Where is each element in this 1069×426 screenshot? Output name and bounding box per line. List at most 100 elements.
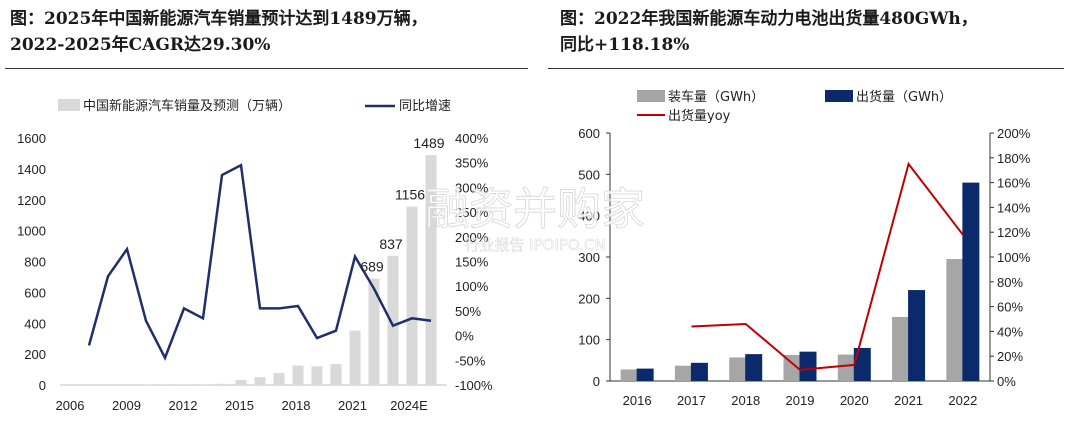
left-x-tick-label: 2018 [282,398,311,413]
left-chart: 0 200 400 600 800 1000 1200 1400 1600 -100% -50% 0%… [17,98,493,413]
left-y-tick-label: 400 [24,316,46,331]
right-x-tick-label: 2021 [894,393,923,408]
left-x-tick-label: 2006 [56,398,85,413]
left-y-tick-label: 0 [39,378,46,393]
left-bar [254,377,266,385]
right-chart-title: 图：2022年我国新能源车动力电池出货量480GWh， 同比+118.18% [560,6,978,58]
left-y2-tick-label: 50% [455,304,481,319]
left-y-tick-label: 800 [24,255,46,270]
watermark-main-text: 融资并购家 [425,184,645,235]
left-legend-bar-label: 中国新能源汽车销量及预测（万辆） [83,98,291,114]
right-bar-installed [837,354,855,381]
left-y2-tick-label: 150% [455,255,489,270]
right-bar-installed [892,316,910,381]
right-y2-tick-label: 40% [997,324,1023,339]
left-data-label: 1156 [395,187,425,203]
right-bar-installed [674,365,692,381]
right-y2-tick-label: 0% [997,374,1016,389]
left-bar [311,366,323,385]
right-y-tick-label: 200 [578,291,600,306]
right-legend-shipment-swatch [825,90,853,102]
right-y2-tick-label: 80% [997,275,1023,290]
left-title-line2: 2022-2025年CAGR达29.30% [10,35,271,55]
left-data-label: 689 [360,259,384,275]
right-y2-tick-label: 180% [997,151,1031,166]
left-title-rule [5,68,528,69]
left-x-tick-label: 2009 [112,398,141,413]
right-title-line1: 图：2022年我国新能源车动力电池出货量480GWh， [560,9,978,29]
left-y2-tick-label: 400% [455,131,489,146]
right-bar-installed [783,354,801,381]
left-bar [349,330,361,385]
left-x-tick-label: 2012 [169,398,198,413]
left-bar [216,383,228,385]
left-y2-tick-label: 100% [455,279,489,294]
left-x-tick-label: 2021 [338,398,367,413]
right-title-rule [548,68,1064,69]
left-bar [235,379,247,385]
left-bar [292,365,304,385]
right-bar-shipment [690,362,708,381]
right-bar-shipment [799,351,817,381]
right-x-tick-label: 2019 [786,393,815,408]
watermark-sub-text: 行业报告 IPOIPO.CN [464,236,605,254]
left-y2-tick-label: 200% [455,230,489,245]
left-bar [387,255,399,385]
left-y2-tick-label: 250% [455,205,489,220]
right-legend-yoy-label: 出货量yoy [668,108,731,124]
right-y2-tick-label: 120% [997,225,1031,240]
right-bar-shipment [636,368,654,381]
right-chart: 0 100 200 300 400 500 600 0% 20% 40% 60% 80% 100% 120… [578,89,1030,408]
right-y-tick-label: 500 [578,167,600,182]
right-y2-tick-label: 140% [997,200,1031,215]
right-bar-shipment [908,290,926,381]
right-bar-installed [729,357,747,381]
right-legend-shipment-label: 出货量（GWh） [856,89,952,105]
left-y2-tick-label: -100% [455,378,493,393]
right-y-tick-label: 100 [578,333,600,348]
left-data-label: 837 [379,236,403,252]
right-y-tick-label: 300 [578,250,600,265]
right-y-tick-label: 400 [578,209,600,224]
right-y2-tick-label: 20% [997,349,1023,364]
left-x-tick-label: 2024E [390,398,428,413]
left-y2-tick-label: 0% [455,329,474,344]
right-x-tick-label: 2018 [731,393,760,408]
right-bar-shipment [745,354,763,381]
left-bar [406,206,418,385]
right-yoy-line [691,161,964,371]
right-y2-tick-label: 60% [997,300,1023,315]
left-y-tick-label: 1200 [17,193,46,208]
left-y2-tick-label: -50% [455,353,486,368]
left-bar [330,363,342,385]
left-x-tick-label: 2015 [225,398,254,413]
right-bar-shipment [962,182,980,381]
left-growth-line [87,163,432,361]
right-y-tick-label: 0 [593,374,600,389]
left-bar [368,278,380,385]
right-x-tick-label: 2016 [623,393,652,408]
left-y-tick-label: 600 [24,285,46,300]
right-legend-installed-swatch [637,90,665,102]
left-y-tick-label: 1000 [17,224,46,239]
right-y2-tick-label: 160% [997,176,1031,191]
right-y2-tick-label: 100% [997,250,1031,265]
right-bar-installed [946,259,964,381]
left-data-label: 1489 [413,135,444,151]
right-bar-shipment [853,347,871,381]
right-x-tick-label: 2022 [948,393,977,408]
right-legend-installed-label: 装车量（GWh） [668,89,764,105]
left-y-tick-label: 1400 [17,162,46,177]
left-legend-line-label: 同比增速 [399,99,451,114]
right-bar-installed [620,369,638,381]
left-y2-tick-label: 300% [455,180,489,195]
left-y-tick-label: 1600 [17,131,46,146]
left-chart-title: 图：2025年中国新能源汽车销量预计达到1489万辆， 2022-2025年CA… [10,6,428,58]
left-bar [273,372,285,385]
right-title-line2: 同比+118.18% [560,35,690,55]
left-legend-bar-swatch [58,99,80,111]
right-y2-tick-label: 200% [997,126,1031,141]
right-y-tick-label: 600 [578,126,600,141]
